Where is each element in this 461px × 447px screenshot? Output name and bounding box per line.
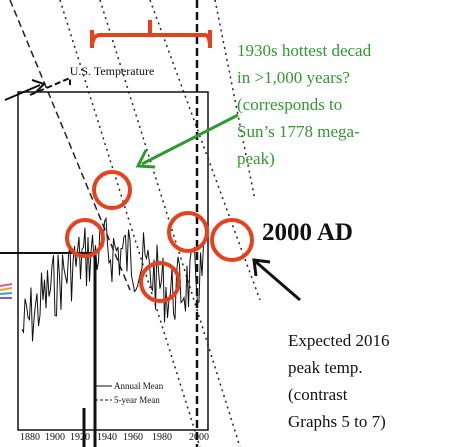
note-line: Expected 2016 [288,331,390,350]
x-tick-label: 1960 [123,432,143,443]
x-tick-label: 2000 [189,432,209,443]
note-line: in >1,000 years? [237,68,350,87]
plot-frame [17,91,209,431]
x-tick-label: 1880 [20,432,40,443]
note-line: Graphs 5 to 7) [288,412,386,431]
x-tick-label: 1920 [70,432,90,443]
x-tick-label: 1900 [45,432,65,443]
hottest-note: 1930s hottest decad in >1,000 years? (corr… [237,41,372,168]
chart-title: U.S. Temperature [70,64,155,78]
x-tick-label: 1980 [152,432,172,443]
arrows [135,113,301,302]
year-label: 2000 AD [262,219,353,246]
temperature-trace [21,216,204,342]
note-line: peak temp. [288,358,363,377]
expected-note: Expected 2016 peak temp. (contrast Graphs 5… [288,331,390,431]
x-tick-label: 1940 [97,432,117,443]
legend-label: 5-year Mean [114,395,160,405]
note-line: (corresponds to [237,95,342,114]
note-line: peak) [237,149,275,168]
highlights [65,170,254,303]
note-line: Sun’s 1778 mega- [237,122,360,141]
note-line: 1930s hottest decad [237,41,372,60]
chart: U.S. Temperature Annual Mean 5-year Mean… [17,64,209,443]
legend-label: Annual Mean [114,381,164,391]
note-line: (contrast [288,385,348,404]
